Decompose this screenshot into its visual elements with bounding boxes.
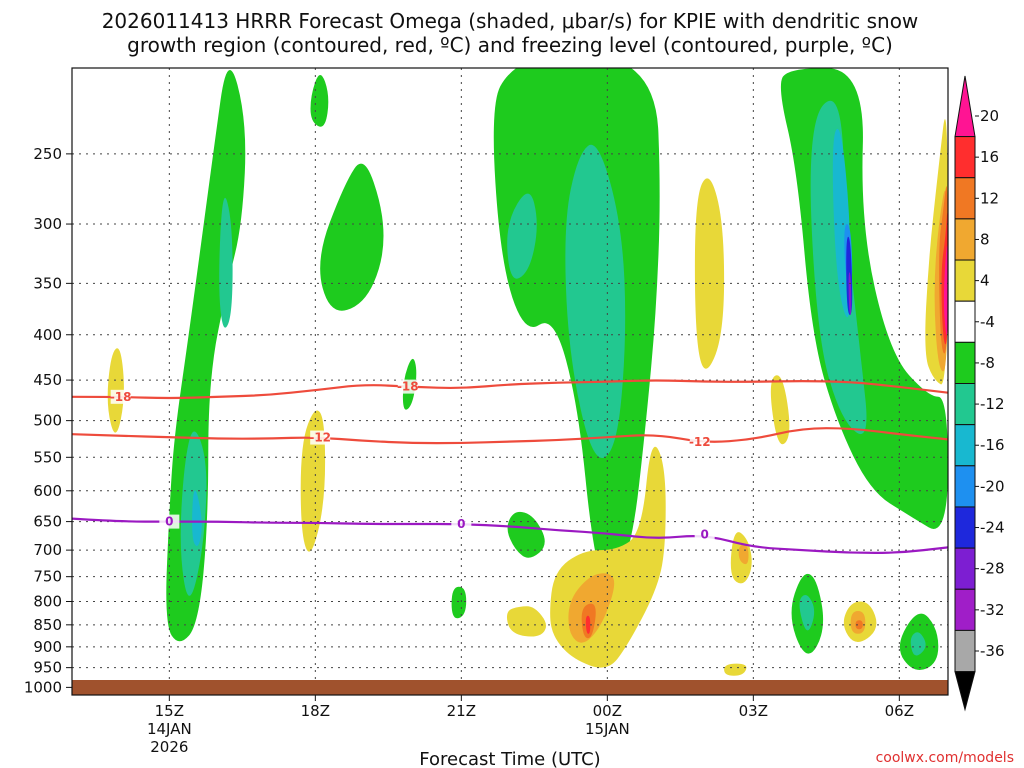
colorbar-bin [955, 219, 975, 260]
x-tick-date: 14JAN [147, 720, 192, 738]
colorbar-label: -4 [980, 313, 995, 331]
contour-label: -18 [397, 380, 419, 394]
x-axis-label: Forecast Time (UTC) [419, 749, 600, 768]
omega-time-height-chart: 2026011413 HRRR Forecast Omega (shaded, … [0, 0, 1024, 768]
colorbar-bin [955, 301, 975, 342]
chart-title-line2: growth region (contoured, red, ºC) and f… [127, 33, 893, 57]
y-tick-label: 650 [33, 513, 62, 531]
x-tick-label: 15Z [155, 702, 184, 720]
y-tick-label: 950 [33, 659, 62, 677]
y-axis: 250 300 350 400 450 500 550 600 650 700 750 800 850 9… [24, 145, 72, 697]
x-tick-date: 15JAN [585, 720, 630, 738]
x-tick-year: 2026 [150, 738, 188, 756]
colorbar-bin [955, 507, 975, 548]
colorbar-label: -8 [980, 354, 995, 372]
contour-label: 0 [700, 527, 708, 541]
colorbar-label: -28 [980, 560, 1005, 578]
y-tick-label: 450 [33, 371, 62, 389]
colorbar-label: -20 [980, 477, 1005, 495]
colorbar-label: 8 [980, 230, 990, 248]
chart-title-line1: 2026011413 HRRR Forecast Omega (shaded, … [102, 9, 919, 33]
y-tick-label: 800 [33, 593, 62, 611]
plot-area: -18 -18 -12 -12 0 0 0 [72, 53, 948, 695]
colorbar-bin [955, 630, 975, 671]
contour-label: -12 [689, 435, 711, 449]
y-tick-label: 900 [33, 638, 62, 656]
colorbar-label: 16 [980, 148, 999, 166]
colorbar: 20 16 12 8 4 -4 -8 -12 -16 -20 -24 -28 -32 -36 [955, 76, 1005, 710]
credit-text: coolwx.com/models [876, 750, 1014, 766]
y-tick-label: 400 [33, 326, 62, 344]
colorbar-bin [955, 342, 975, 383]
colorbar-bin [955, 178, 975, 219]
colorbar-bin [955, 260, 975, 301]
colorbar-label: -32 [980, 601, 1005, 619]
colorbar-bin [955, 466, 975, 507]
colorbar-label: 12 [980, 189, 999, 207]
ground-surface [72, 680, 948, 695]
y-tick-label: 500 [33, 412, 62, 430]
colorbar-label: 20 [980, 107, 999, 125]
contour-label: 0 [457, 517, 465, 531]
contour-label: -18 [110, 390, 132, 404]
x-tick-label: 03Z [739, 702, 768, 720]
colorbar-bin [955, 425, 975, 466]
colorbar-label: -36 [980, 642, 1005, 660]
x-tick-label: 06Z [885, 702, 914, 720]
y-tick-label: 250 [33, 145, 62, 163]
colorbar-bin [955, 384, 975, 425]
contour-label: -12 [309, 431, 331, 445]
colorbar-bin [955, 589, 975, 630]
colorbar-label: -16 [980, 436, 1005, 454]
y-tick-label: 300 [33, 215, 62, 233]
colorbar-label: -24 [980, 519, 1005, 537]
y-tick-label: 600 [33, 482, 62, 500]
colorbar-bin [955, 76, 975, 137]
y-tick-label: 550 [33, 448, 62, 466]
colorbar-label: 4 [980, 272, 990, 290]
x-tick-label: 21Z [447, 702, 476, 720]
colorbar-bin [955, 137, 975, 178]
colorbar-bin [955, 548, 975, 589]
y-tick-label: 750 [33, 568, 62, 586]
contour-label: 0 [165, 515, 173, 529]
y-tick-label: 1000 [24, 678, 62, 696]
x-tick-label: 18Z [301, 702, 330, 720]
y-tick-label: 350 [33, 274, 62, 292]
colorbar-label: -12 [980, 395, 1005, 413]
x-tick-label: 00Z [593, 702, 622, 720]
y-tick-label: 700 [33, 541, 62, 559]
colorbar-bin [955, 672, 975, 710]
y-tick-label: 850 [33, 616, 62, 634]
